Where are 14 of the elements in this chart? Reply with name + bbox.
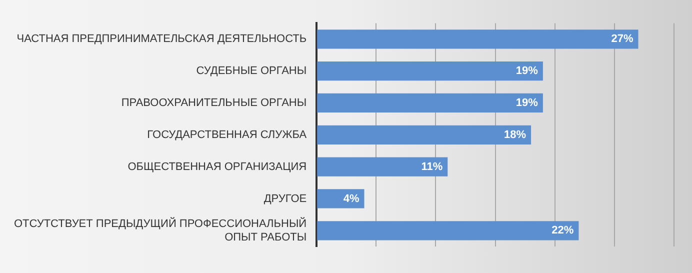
data-label: 19% — [516, 65, 538, 78]
y-tick-label: ДРУГОЕ — [264, 192, 307, 205]
data-label: 27% — [611, 33, 634, 46]
y-tick-label: ГОСУДАРСТВЕННАЯ СЛУЖБА — [147, 128, 308, 141]
y-tick-label: ПРАВООХРАНИТЕЛЬНЫЕ ОРГАНЫ — [121, 97, 307, 110]
data-label: 19% — [516, 97, 538, 110]
y-tick-label: ОТСУТСТВУЕТ ПРЕДЫДУЩИЙ ПРОФЕССИОНАЛЬНЫЙ ОПЫТ РАБОТЫ — [14, 217, 307, 244]
data-label: 18% — [504, 128, 526, 141]
y-tick-label: ЧАСТНАЯ ПРЕДПРИНИМАТЕЛЬСКАЯ ДЕЯТЕЛЬНОСТЬ — [16, 33, 307, 46]
y-tick-label: ОБЩЕСТВЕННАЯ ОРГАНИЗАЦИЯ — [128, 160, 307, 173]
data-label: 4% — [343, 192, 360, 205]
data-label: 11% — [421, 160, 443, 173]
data-label: 22% — [552, 224, 574, 237]
y-tick-label: СУДЕБНЫЕ ОРГАНЫ — [196, 65, 307, 78]
